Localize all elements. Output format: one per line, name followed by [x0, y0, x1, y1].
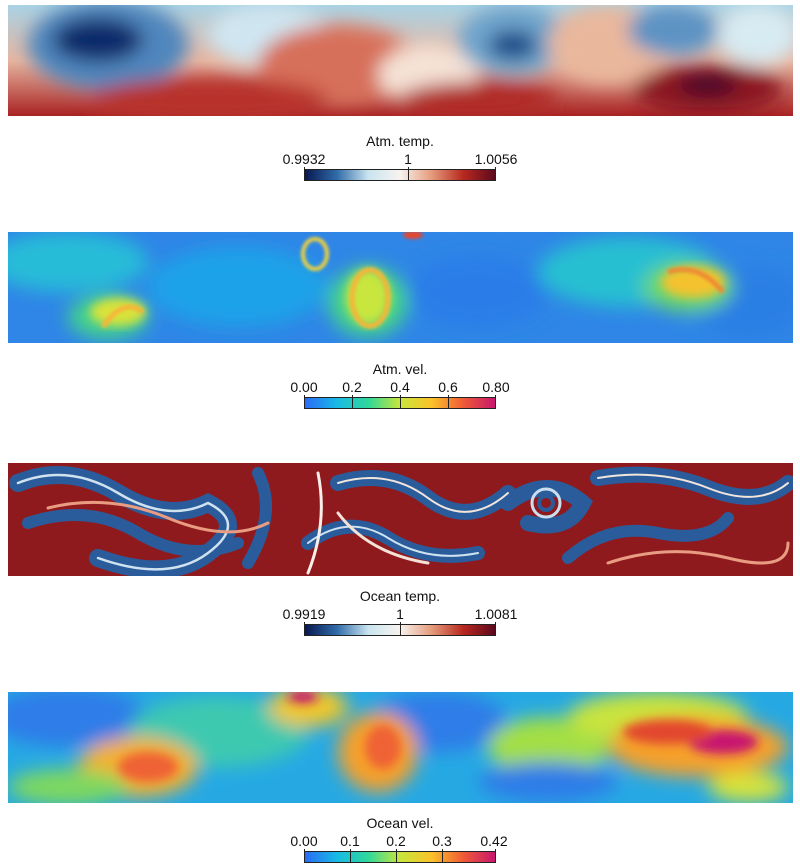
tick-mark [396, 849, 397, 863]
colorbar-title: Atm. vel. [372, 361, 428, 377]
tick-mark [304, 395, 305, 409]
tick-label: 1.0056 [474, 151, 518, 167]
tick-label: 0.6 [438, 379, 458, 395]
tick-label: 0.00 [290, 833, 318, 849]
atm-vel-field [8, 232, 793, 343]
colorbar-title: Atm. temp. [366, 133, 434, 149]
tick-label: 1 [396, 606, 404, 622]
tick-label: 0.4 [390, 379, 410, 395]
tick-label: 0.3 [432, 833, 452, 849]
tick-label: 0.9919 [282, 606, 326, 622]
tick-label: 0.2 [386, 833, 406, 849]
ocean-vel-field [8, 692, 793, 803]
colorbar-title: Ocean temp. [359, 588, 441, 604]
tick-label: 0.9932 [282, 151, 326, 167]
tick-mark [400, 622, 401, 636]
tick-label: 1.0081 [474, 606, 518, 622]
atm-temp-field [8, 5, 793, 116]
tick-label: 0.80 [482, 379, 510, 395]
tick-mark [495, 395, 496, 409]
tick-mark [400, 395, 401, 409]
tick-mark [495, 622, 496, 636]
tick-label: 0.00 [290, 379, 318, 395]
tick-label: 0.2 [342, 379, 362, 395]
tick-mark [408, 167, 409, 181]
tick-label: 0.42 [480, 833, 508, 849]
tick-mark [350, 849, 351, 863]
tick-mark [495, 167, 496, 181]
tick-label: 0.1 [340, 833, 360, 849]
tick-mark [304, 167, 305, 181]
ocean-temp-field [8, 463, 793, 576]
tick-mark [448, 395, 449, 409]
tick-label: 1 [404, 151, 412, 167]
tick-mark [442, 849, 443, 863]
tick-mark [304, 849, 305, 863]
colorbar-gradient [304, 851, 496, 863]
tick-mark [352, 395, 353, 409]
tick-mark [495, 849, 496, 863]
tick-mark [304, 622, 305, 636]
colorbar-title: Ocean vel. [366, 815, 434, 831]
colorbar-gradient [304, 169, 496, 181]
